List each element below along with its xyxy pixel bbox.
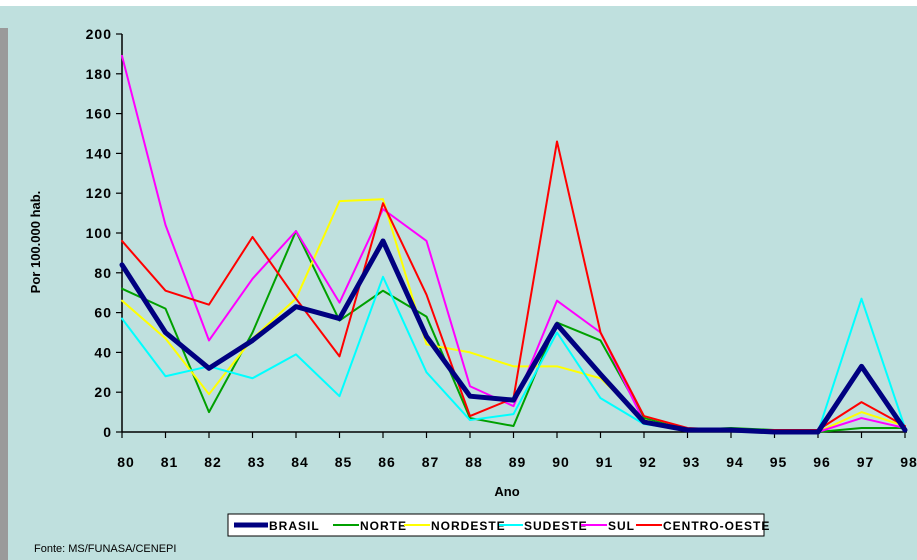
series-lines: [119, 54, 908, 435]
series-line-centro-oeste: [121, 140, 906, 432]
y-tick-label: 180: [86, 66, 112, 82]
y-axis-title: Por 100.000 hab.: [28, 191, 43, 294]
x-tick-label: 95: [770, 454, 788, 470]
legend: BRASIL NORTE NORDESTE SUDESTE SUL CENTRO-OEST…: [227, 513, 770, 537]
x-tick-label: 80: [117, 454, 135, 470]
x-tick-label: 96: [813, 454, 831, 470]
y-tick-label: 20: [94, 384, 112, 400]
legend-box: [227, 513, 765, 537]
x-tick-label: 86: [378, 454, 396, 470]
legend-label-sudeste: SUDESTE: [524, 519, 588, 533]
x-tick-label: 90: [552, 454, 570, 470]
y-tick-label: 40: [94, 344, 112, 360]
legend-label-sul: SUL: [608, 519, 635, 533]
panel-shadow: [0, 28, 8, 560]
x-tick-label: 92: [639, 454, 657, 470]
x-tick-label: 94: [726, 454, 744, 470]
y-tick-label: 80: [94, 265, 112, 281]
x-tick-label: 82: [204, 454, 222, 470]
y-tick-label: 120: [86, 185, 112, 201]
x-tick-label: 93: [683, 454, 701, 470]
legend-label-brasil: BRASIL: [269, 519, 320, 533]
legend-label-centro-oeste: CENTRO-OESTE: [663, 519, 770, 533]
series-line-brasil: [119, 238, 908, 435]
x-tick-label: 97: [857, 454, 875, 470]
y-tick-label: 60: [94, 305, 112, 321]
y-tick-label: 200: [86, 26, 112, 42]
legend-label-nordeste: NORDESTE: [431, 519, 506, 533]
x-tick-label: 83: [248, 454, 266, 470]
x-tick-label: 84: [291, 454, 309, 470]
x-tick-label: 87: [422, 454, 440, 470]
x-tick-label: 81: [161, 454, 179, 470]
y-tick-label: 100: [86, 225, 112, 241]
x-tick-label: 88: [465, 454, 483, 470]
y-tick-label: 160: [86, 106, 112, 122]
x-tick-label: 91: [596, 454, 614, 470]
y-tick-label: 0: [103, 424, 112, 440]
chart-background: [0, 6, 917, 560]
source-note: Fonte: MS/FUNASA/CENEPI: [34, 543, 177, 555]
y-tick-label: 140: [86, 145, 112, 161]
x-tick-label: 85: [335, 454, 353, 470]
x-axis-title: Ano: [494, 484, 519, 499]
x-tick-label: 89: [509, 454, 527, 470]
legend-label-norte: NORTE: [360, 519, 407, 533]
x-tick-label: 98: [900, 454, 917, 470]
